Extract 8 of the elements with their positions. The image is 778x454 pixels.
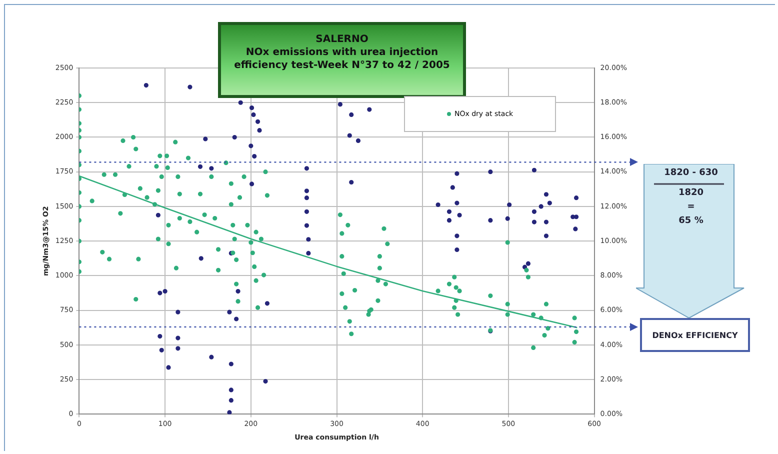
chart-subtitle: NOx emissions with urea injection efficiency test-Week N°37 to 42 / 2005 [233,46,451,72]
text: 65 % [678,215,704,228]
text: 1820 [677,187,705,200]
chart-title: SALERNO [314,33,370,46]
text: = [686,201,696,214]
text: DENOx EFFICIENCY [640,318,750,352]
text: 1820 - 630 [663,167,719,180]
title-box: SALERNO NOx emissions with urea injection efficiency test-Week N°37 to 42 / 2005 [218,22,466,98]
